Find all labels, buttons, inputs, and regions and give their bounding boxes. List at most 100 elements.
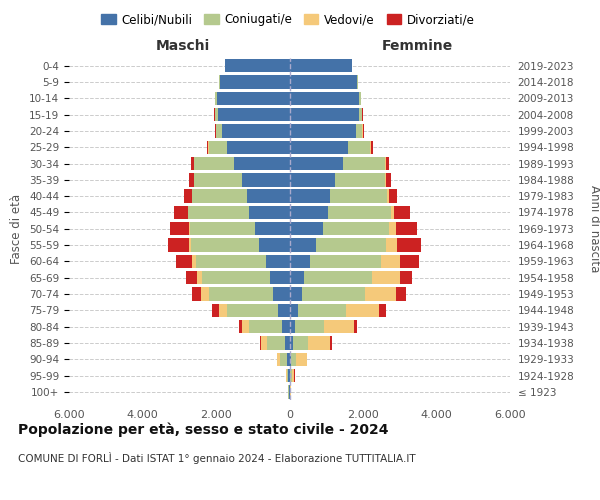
Y-axis label: Anni di nascita: Anni di nascita <box>588 185 600 272</box>
Bar <box>168 238 189 252</box>
Text: Maschi: Maschi <box>156 38 210 52</box>
Bar <box>266 254 290 268</box>
Bar <box>310 254 382 268</box>
Bar <box>330 190 387 203</box>
Bar <box>242 320 249 334</box>
Bar <box>356 124 362 138</box>
Bar <box>184 190 192 203</box>
Bar <box>170 222 189 235</box>
Bar <box>382 254 400 268</box>
Bar <box>220 76 290 88</box>
Bar <box>247 190 290 203</box>
Bar <box>192 254 196 268</box>
Bar <box>386 157 389 170</box>
Bar <box>325 320 354 334</box>
Bar <box>239 320 242 334</box>
Bar <box>330 336 332 349</box>
Bar <box>290 140 348 154</box>
Bar <box>282 320 290 334</box>
Bar <box>290 320 295 334</box>
Bar <box>354 320 358 334</box>
Bar <box>290 157 343 170</box>
Bar <box>289 369 290 382</box>
Bar <box>191 238 259 252</box>
Bar <box>254 222 290 235</box>
Bar <box>227 140 290 154</box>
Bar <box>292 352 296 366</box>
Bar <box>379 304 386 317</box>
Bar <box>227 304 278 317</box>
Bar <box>346 304 379 317</box>
Bar <box>217 92 290 105</box>
Bar <box>290 173 335 186</box>
Bar <box>372 271 400 284</box>
Bar <box>202 288 209 300</box>
Bar <box>290 336 293 349</box>
Bar <box>196 254 266 268</box>
Bar <box>189 238 191 252</box>
Bar <box>260 336 261 349</box>
Bar <box>290 124 356 138</box>
Bar <box>400 271 412 284</box>
Bar <box>235 157 290 170</box>
Bar <box>194 173 242 186</box>
Bar <box>323 222 389 235</box>
Bar <box>343 157 385 170</box>
Bar <box>221 124 290 138</box>
Bar <box>277 352 280 366</box>
Bar <box>296 352 307 366</box>
Bar <box>287 369 289 382</box>
Y-axis label: Fasce di età: Fasce di età <box>10 194 23 264</box>
Bar <box>386 238 397 252</box>
Bar <box>293 336 308 349</box>
Bar <box>174 206 188 219</box>
Bar <box>192 190 247 203</box>
Bar <box>192 288 202 300</box>
Bar <box>271 271 290 284</box>
Bar <box>328 206 391 219</box>
Bar <box>290 271 304 284</box>
Bar <box>290 238 316 252</box>
Bar <box>206 140 208 154</box>
Bar <box>391 206 394 219</box>
Bar <box>215 92 217 105</box>
Bar <box>285 336 290 349</box>
Bar <box>290 352 292 366</box>
Bar <box>242 173 290 186</box>
Bar <box>290 92 359 105</box>
Bar <box>249 320 282 334</box>
Bar <box>202 271 271 284</box>
Bar <box>286 369 287 382</box>
Bar <box>348 140 370 154</box>
Bar <box>387 190 389 203</box>
Bar <box>290 304 298 317</box>
Bar <box>289 385 290 398</box>
Bar <box>287 352 290 366</box>
Bar <box>261 336 267 349</box>
Bar <box>273 288 290 300</box>
Text: Femmine: Femmine <box>382 38 452 52</box>
Bar <box>292 369 295 382</box>
Bar <box>189 222 190 235</box>
Bar <box>249 206 290 219</box>
Bar <box>400 254 419 268</box>
Bar <box>225 59 290 72</box>
Bar <box>359 108 362 122</box>
Bar <box>290 190 330 203</box>
Bar <box>215 108 218 122</box>
Bar <box>304 271 372 284</box>
Bar <box>278 304 290 317</box>
Bar <box>280 352 287 366</box>
Bar <box>335 173 385 186</box>
Text: Popolazione per età, sesso e stato civile - 2024: Popolazione per età, sesso e stato civil… <box>18 422 389 437</box>
Bar <box>396 288 406 300</box>
Bar <box>397 238 421 252</box>
Bar <box>302 288 365 300</box>
Bar <box>363 124 364 138</box>
Bar <box>359 92 361 105</box>
Bar <box>389 190 397 203</box>
Bar <box>290 108 359 122</box>
Bar <box>190 222 254 235</box>
Bar <box>295 320 325 334</box>
Bar <box>176 254 192 268</box>
